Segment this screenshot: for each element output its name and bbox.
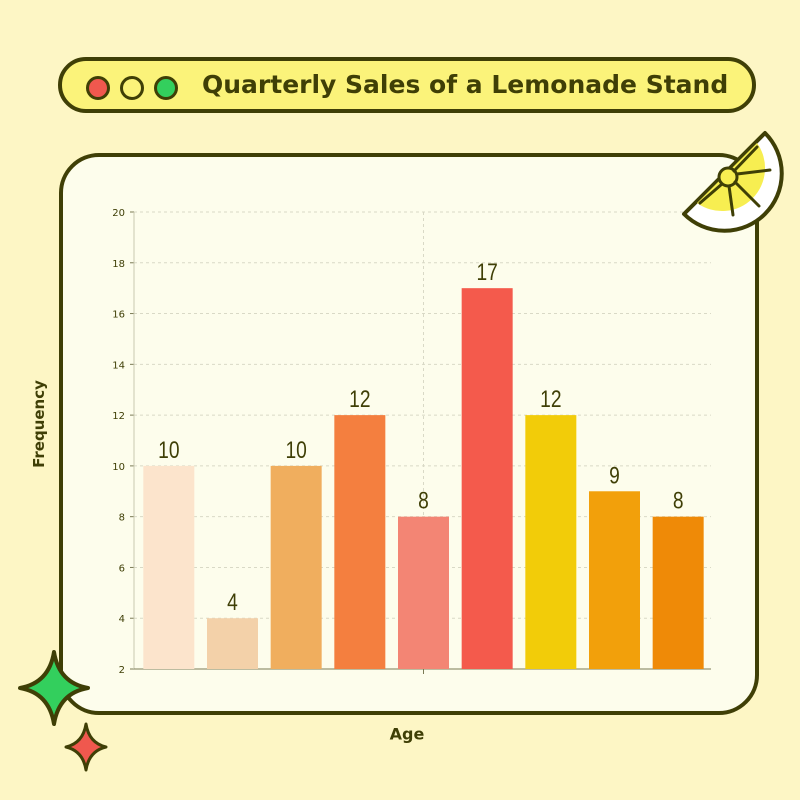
bar-value-label: 10 — [158, 436, 179, 464]
bar-value-label: 12 — [349, 385, 370, 413]
bar — [270, 465, 322, 669]
bar — [143, 465, 195, 669]
y-tick-label: 6 — [119, 563, 125, 574]
y-tick-label: 18 — [112, 259, 125, 270]
y-tick-label: 12 — [112, 411, 125, 422]
close-dot-icon[interactable] — [86, 76, 110, 100]
y-tick-label: 2 — [119, 665, 125, 676]
bar-value-label: 8 — [418, 487, 429, 515]
bar — [207, 618, 258, 669]
bar — [652, 516, 704, 669]
y-tick-label: 8 — [119, 513, 125, 524]
bar — [589, 491, 640, 669]
small-sparkle-icon — [64, 722, 108, 772]
maximize-dot-icon[interactable] — [154, 76, 178, 100]
bar — [398, 516, 449, 669]
bar-value-label: 10 — [285, 436, 306, 464]
bar — [461, 288, 513, 669]
bar-value-label: 9 — [609, 461, 620, 489]
bar-value-label: 17 — [476, 258, 497, 286]
bar-value-label: 12 — [540, 385, 561, 413]
y-tick-label: 14 — [112, 360, 125, 371]
y-tick-label: 16 — [112, 310, 125, 321]
lemon-slice-icon — [682, 131, 784, 233]
x-axis-label: Age — [389, 724, 425, 744]
y-tick-label: 4 — [119, 614, 125, 625]
y-tick-label: 10 — [112, 462, 125, 473]
bar — [525, 415, 577, 669]
title-bar: Quarterly Sales of a Lemonade Stand — [58, 57, 756, 113]
large-sparkle-icon — [18, 650, 90, 726]
chart-title: Quarterly Sales of a Lemonade Stand — [202, 70, 729, 99]
bar-value-label: 4 — [227, 588, 238, 616]
minimize-dot-icon[interactable] — [120, 76, 144, 100]
y-tick-label: 20 — [112, 208, 125, 219]
bar — [334, 415, 386, 669]
bar-value-label: 8 — [673, 487, 684, 515]
